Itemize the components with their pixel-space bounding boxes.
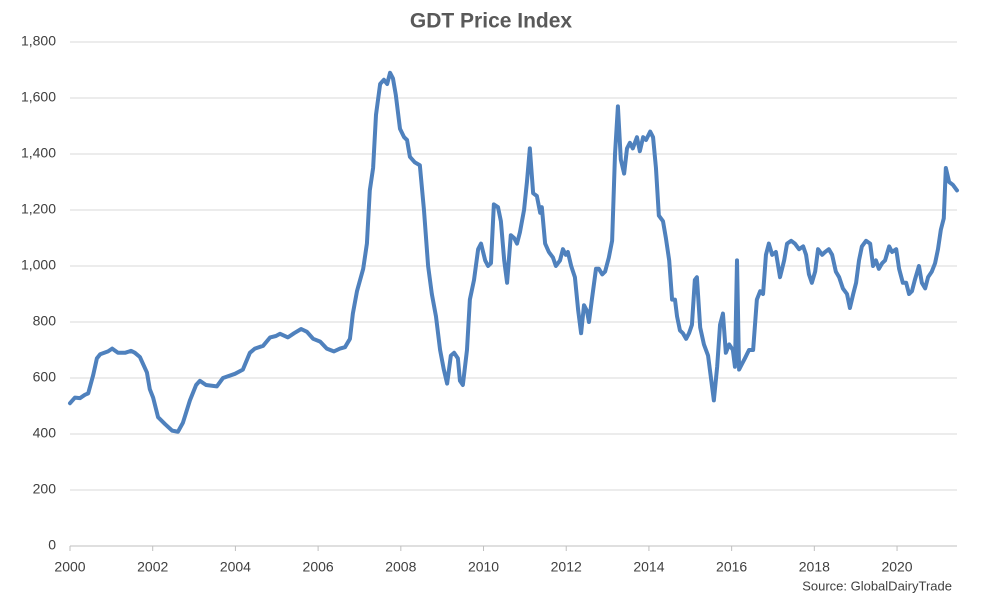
y-tick-label: 0	[48, 537, 56, 553]
y-tick-label: 1,800	[21, 33, 56, 49]
x-tick-label: 2002	[137, 559, 168, 575]
x-tick-label: 2016	[716, 559, 747, 575]
x-tick-label: 2004	[220, 559, 251, 575]
y-tick-label: 800	[33, 313, 57, 329]
y-tick-label: 400	[33, 425, 57, 441]
x-tick-label: 2000	[54, 559, 85, 575]
x-tick-label: 2008	[385, 559, 416, 575]
chart-title: GDT Price Index	[410, 10, 573, 33]
y-tick-label: 1,400	[21, 145, 56, 161]
x-tick-label: 2006	[303, 559, 334, 575]
x-tick-label: 2012	[551, 559, 582, 575]
y-tick-label: 1,000	[21, 257, 56, 273]
y-tick-label: 200	[33, 481, 57, 497]
x-tick-label: 2014	[633, 559, 664, 575]
x-tick-label: 2010	[468, 559, 499, 575]
x-tick-label: 2020	[881, 559, 912, 575]
y-tick-label: 600	[33, 369, 57, 385]
y-tick-label: 1,600	[21, 89, 56, 105]
y-tick-label: 1,200	[21, 201, 56, 217]
source-note: Source: GlobalDairyTrade	[802, 578, 952, 593]
price-line	[68, 70, 959, 434]
x-tick-label: 2018	[799, 559, 830, 575]
